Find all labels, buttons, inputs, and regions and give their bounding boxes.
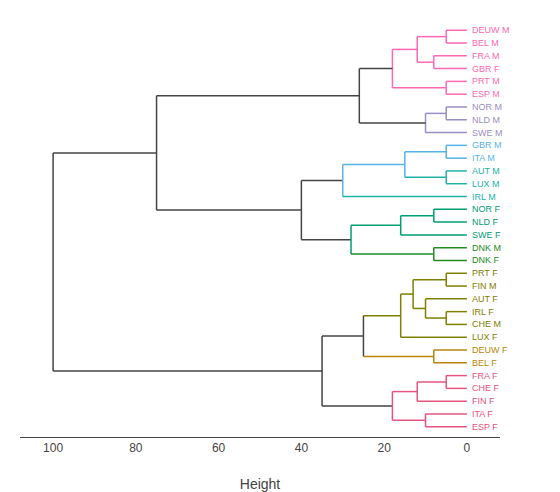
svg-text:BEL M: BEL M	[472, 38, 499, 48]
svg-text:CHE F: CHE F	[472, 383, 500, 393]
svg-text:BEL F: BEL F	[472, 358, 497, 368]
svg-text:60: 60	[212, 441, 226, 455]
svg-text:80: 80	[129, 441, 143, 455]
svg-text:DEUW M: DEUW M	[472, 25, 510, 35]
svg-text:DEUW F: DEUW F	[472, 345, 508, 355]
svg-text:FIN F: FIN F	[472, 396, 495, 406]
svg-text:LUX M: LUX M	[472, 179, 500, 189]
svg-text:IRL F: IRL F	[472, 307, 494, 317]
svg-text:SWE M: SWE M	[472, 128, 503, 138]
svg-text:GBR M: GBR M	[472, 140, 502, 150]
svg-text:CHE M: CHE M	[472, 319, 501, 329]
svg-text:NOR M: NOR M	[472, 102, 502, 112]
svg-text:LUX F: LUX F	[472, 332, 498, 342]
svg-text:ITA M: ITA M	[472, 153, 495, 163]
svg-text:DNK M: DNK M	[472, 243, 501, 253]
svg-text:SWE F: SWE F	[472, 230, 501, 240]
svg-text:100: 100	[43, 441, 63, 455]
svg-text:0: 0	[464, 441, 471, 455]
svg-text:ITA F: ITA F	[472, 409, 493, 419]
svg-text:FIN M: FIN M	[472, 281, 497, 291]
svg-text:NOR F: NOR F	[472, 204, 501, 214]
svg-text:NLD F: NLD F	[472, 217, 499, 227]
svg-text:ESP F: ESP F	[472, 422, 498, 432]
svg-text:AUT M: AUT M	[472, 166, 500, 176]
svg-text:20: 20	[377, 441, 391, 455]
svg-text:40: 40	[295, 441, 309, 455]
svg-text:Height: Height	[240, 476, 281, 492]
svg-text:NLD M: NLD M	[472, 115, 500, 125]
svg-text:GBR F: GBR F	[472, 64, 500, 74]
svg-text:IRL M: IRL M	[472, 192, 496, 202]
svg-text:ESP M: ESP M	[472, 89, 500, 99]
svg-text:PRT F: PRT F	[472, 268, 498, 278]
svg-text:AUT F: AUT F	[472, 294, 498, 304]
svg-text:FRA M: FRA M	[472, 51, 500, 61]
svg-text:DNK F: DNK F	[472, 255, 500, 265]
svg-text:FRA F: FRA F	[472, 371, 498, 381]
svg-text:PRT M: PRT M	[472, 76, 500, 86]
